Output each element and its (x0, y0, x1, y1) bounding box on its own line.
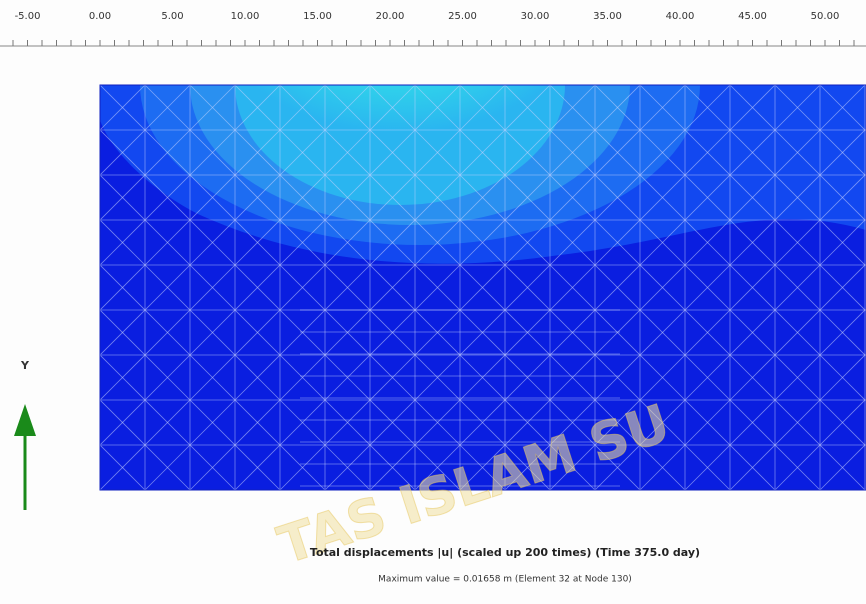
ruler-label: 35.00 (593, 11, 622, 22)
caption-subtitle: Maximum value = 0.01658 m (Element 32 at… (378, 575, 632, 585)
axis-label: Y (20, 359, 30, 372)
ruler-label: 20.00 (376, 11, 405, 22)
ruler-label: -5.00 (15, 11, 41, 22)
ruler-label: 10.00 (231, 11, 260, 22)
ruler-label: 40.00 (666, 11, 695, 22)
ruler-label: 25.00 (448, 11, 477, 22)
page: -5.00 0.00 5.00 10.00 15.00 20.00 25.00 30.00 35… (0, 0, 866, 604)
plot-view: -5.00 0.00 5.00 10.00 15.00 20.00 25.00 30.00 35… (0, 0, 866, 604)
ruler-label: 15.00 (303, 11, 332, 22)
ruler-label: 30.00 (521, 11, 550, 22)
ruler-label: 0.00 (89, 11, 111, 22)
caption-title: Total displacements |u| (scaled up 200 t… (310, 546, 700, 559)
ruler-label: 50.00 (811, 11, 840, 22)
ruler-label: 5.00 (161, 11, 183, 22)
ruler-label: 45.00 (738, 11, 767, 22)
